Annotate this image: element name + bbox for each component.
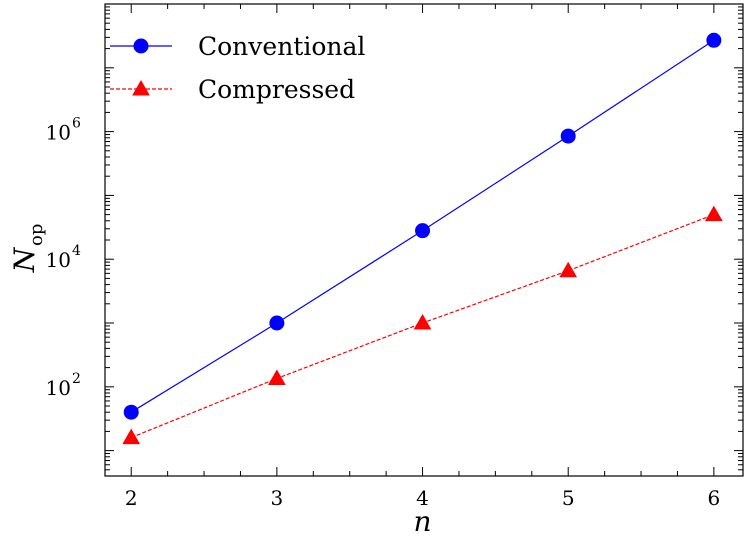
y-tick-label: 10 6 (46, 116, 81, 145)
y-tick-base: 10 (46, 376, 71, 400)
triangle-marker (705, 205, 723, 222)
legend-label: Conventional (198, 32, 365, 61)
circle-marker (415, 223, 431, 239)
legend-item: Compressed (110, 75, 355, 104)
y-tick-label: 10 4 (46, 243, 81, 272)
x-tick-label: 3 (271, 486, 284, 510)
y-tick-base: 10 (46, 121, 71, 145)
y-tick-exponent: 2 (72, 371, 81, 387)
x-tick-label: 4 (416, 486, 429, 510)
series-layer (122, 32, 723, 445)
y-axis-label-subscript: op (26, 224, 47, 246)
y-tick-base: 10 (46, 248, 71, 272)
circle-marker (269, 315, 285, 331)
legend-circle-marker (133, 38, 149, 54)
y-tick-exponent: 4 (72, 243, 81, 259)
circle-marker (123, 404, 139, 420)
series-conventional (123, 32, 722, 420)
axis-ticks (105, 3, 743, 477)
legend-item: Conventional (110, 32, 365, 61)
circle-marker (560, 128, 576, 144)
x-tick-label: 5 (562, 486, 575, 510)
triangle-marker (559, 261, 578, 278)
circle-marker (706, 32, 722, 48)
y-axis-label-main: N (8, 246, 41, 273)
y-axis-label: Nop (8, 224, 47, 274)
triangle-marker (268, 369, 286, 385)
legend-triangle-marker (132, 79, 150, 96)
series-compressed (122, 205, 723, 445)
x-axis-label: n (414, 505, 432, 538)
y-tick-exponent: 6 (72, 116, 81, 132)
y-tick-label: 10 2 (46, 371, 81, 400)
triangle-marker (413, 313, 432, 330)
x-tick-label: 2 (125, 486, 138, 510)
legend: Conventional Compressed (110, 32, 365, 104)
triangle-marker (122, 428, 141, 445)
legend-label: Compressed (198, 75, 355, 104)
x-tick-label: 6 (708, 486, 721, 510)
